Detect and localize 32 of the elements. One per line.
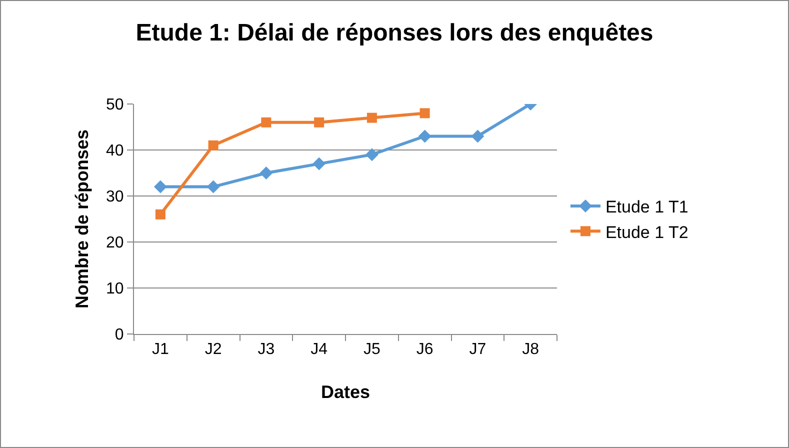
chart-title: Etude 1: Délai de réponses lors des enquêtes xyxy=(136,20,654,47)
x-tick-label: J6 xyxy=(416,341,434,358)
x-tick-label: J1 xyxy=(152,341,169,358)
x-tick-label: J5 xyxy=(363,341,380,358)
point xyxy=(260,166,273,180)
point xyxy=(366,112,377,123)
x-tick-label: J3 xyxy=(258,341,275,358)
y-tick-label: 40 xyxy=(106,142,124,160)
x-tick-label: J2 xyxy=(204,341,222,358)
y-tick-label: 20 xyxy=(106,234,124,252)
x-axis-title: Dates xyxy=(320,382,370,402)
point xyxy=(261,117,272,128)
x-tick-label: J7 xyxy=(469,341,486,358)
point xyxy=(471,130,484,143)
point xyxy=(418,130,432,143)
y-tick-label: 30 xyxy=(106,188,124,206)
point xyxy=(155,209,166,220)
point xyxy=(420,108,430,118)
point xyxy=(365,148,378,162)
y-tick-label: 50 xyxy=(106,96,124,114)
y-tick-label: 10 xyxy=(106,280,124,298)
point xyxy=(314,117,324,128)
point xyxy=(154,180,167,194)
y-axis-title: Nombre de réponses xyxy=(72,129,92,309)
point xyxy=(206,180,220,194)
x-tick-label: J4 xyxy=(310,341,328,358)
x-tick-label: J8 xyxy=(522,341,540,358)
point xyxy=(312,157,326,170)
legend-label: Etude 1 T1 xyxy=(605,198,688,217)
point xyxy=(208,140,218,150)
y-tick-label: 0 xyxy=(114,326,124,344)
legend-label: Etude 1 T2 xyxy=(605,222,688,242)
